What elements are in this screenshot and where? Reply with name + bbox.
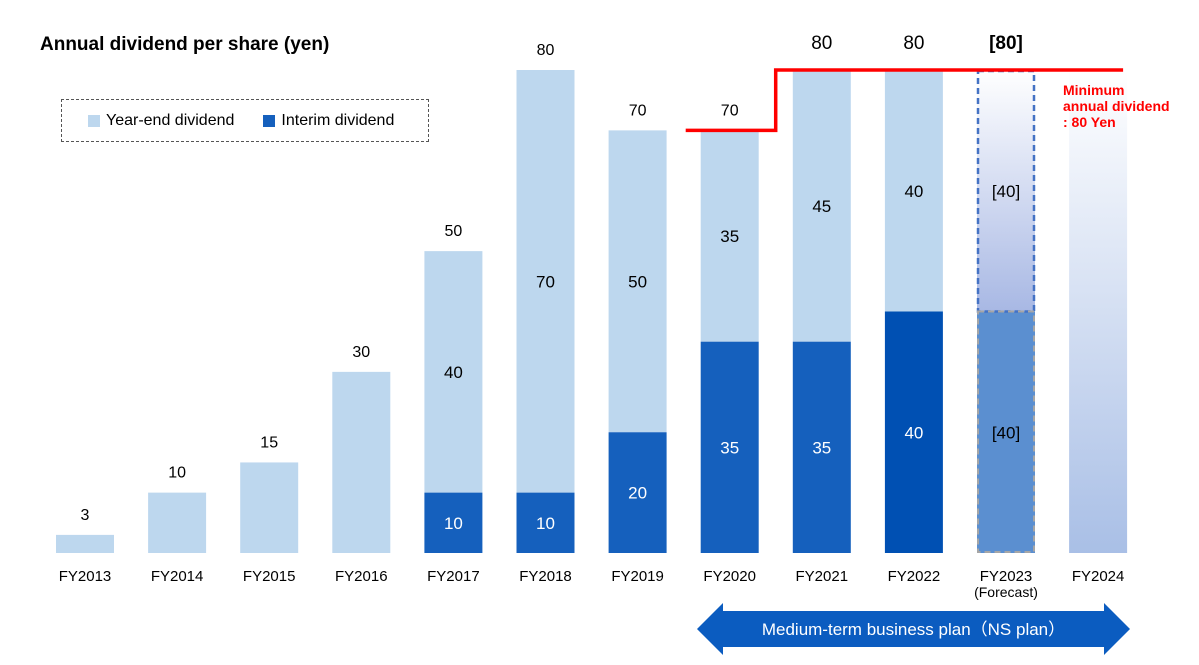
bar-interim	[884, 311, 943, 553]
tick-label-x: FY2021	[796, 568, 849, 585]
bar-year-end	[516, 70, 575, 493]
data-label-total: 70	[721, 102, 739, 119]
tick-label-x: FY2022	[888, 568, 941, 585]
bar-interim-forecast	[977, 311, 1035, 553]
tick-label-x: FY2019	[611, 568, 664, 585]
minimum-dividend-line	[685, 68, 1124, 133]
chart-legend: Year-end dividend Interim dividend	[61, 99, 429, 142]
data-label-interim: [40]	[992, 423, 1020, 442]
bar-placeholder	[1069, 70, 1128, 553]
bar-year-end	[56, 534, 114, 553]
data-label-year-end: 40	[444, 363, 463, 382]
data-label-total: 80	[811, 33, 832, 54]
data-label-total: 70	[629, 102, 647, 119]
data-label-interim: 40	[904, 423, 923, 442]
data-label-interim: 10	[444, 514, 463, 533]
chart-title: Annual dividend per share (yen)	[40, 34, 330, 55]
bar-interim	[424, 492, 483, 553]
data-label-total: [80]	[989, 33, 1023, 54]
plan-arrow	[697, 603, 1130, 655]
data-label-total: 30	[352, 344, 370, 361]
data-label-interim: 35	[812, 438, 831, 457]
data-label-interim: 10	[536, 514, 555, 533]
bar-year-end	[792, 70, 851, 342]
tick-label-x: FY2023	[980, 568, 1033, 585]
forecast-outline-year-end	[976, 69, 1036, 313]
data-label-year-end: 40	[904, 182, 923, 201]
data-label-year-end: [40]	[992, 182, 1020, 201]
legend-swatch-interim	[263, 114, 276, 127]
tick-label-x: FY2015	[243, 568, 296, 585]
bar-year-end	[240, 462, 299, 553]
bar-year-end-forecast	[977, 70, 1035, 312]
tick-label-x: FY2020	[703, 568, 756, 585]
tick-label-x: FY2014	[151, 568, 204, 585]
data-label-total: 10	[168, 465, 186, 482]
data-label-year-end: 35	[720, 227, 739, 246]
data-label-total: 15	[260, 434, 278, 451]
data-label-total: 80	[537, 42, 555, 59]
forecast-outline-interim	[977, 310, 1035, 553]
tick-label-x: FY2018	[519, 568, 572, 585]
bar-year-end	[148, 492, 207, 553]
plan-arrow-label: Medium-term business plan（NS plan）	[762, 620, 1065, 639]
bar-year-end	[884, 70, 943, 312]
data-label-year-end: 50	[628, 272, 647, 291]
bar-year-end	[700, 130, 759, 342]
legend-label-interim: Interim dividend	[281, 111, 395, 129]
tick-label-x: FY2024	[1072, 568, 1125, 585]
legend-swatch-year-end	[88, 114, 100, 127]
data-label-interim: 35	[720, 438, 739, 457]
data-label-total: 50	[445, 223, 463, 240]
bar-interim	[608, 432, 667, 553]
bar-year-end	[332, 371, 391, 553]
legend-year-end: Year-end dividend	[88, 112, 234, 130]
tick-label-x: FY2017	[427, 568, 480, 585]
legend-label-year-end: Year-end dividend	[106, 111, 235, 129]
bar-interim	[792, 341, 851, 553]
data-label-interim: 20	[628, 484, 647, 503]
data-label-total: 80	[903, 33, 924, 54]
tick-label-x: FY2013	[59, 568, 112, 585]
data-label-total: 3	[81, 507, 90, 524]
bar-interim	[700, 341, 759, 553]
bar-year-end	[608, 130, 667, 433]
tick-sublabel-x: (Forecast)	[974, 584, 1038, 600]
legend-interim: Interim dividend	[263, 112, 394, 130]
tick-label-x: FY2016	[335, 568, 388, 585]
data-label-year-end: 70	[536, 272, 555, 291]
data-label-year-end: 45	[812, 197, 831, 216]
minimum-dividend-note: Minimum annual dividend : 80 Yen	[1063, 82, 1170, 130]
bar-year-end	[424, 251, 483, 493]
bar-interim	[516, 492, 575, 553]
